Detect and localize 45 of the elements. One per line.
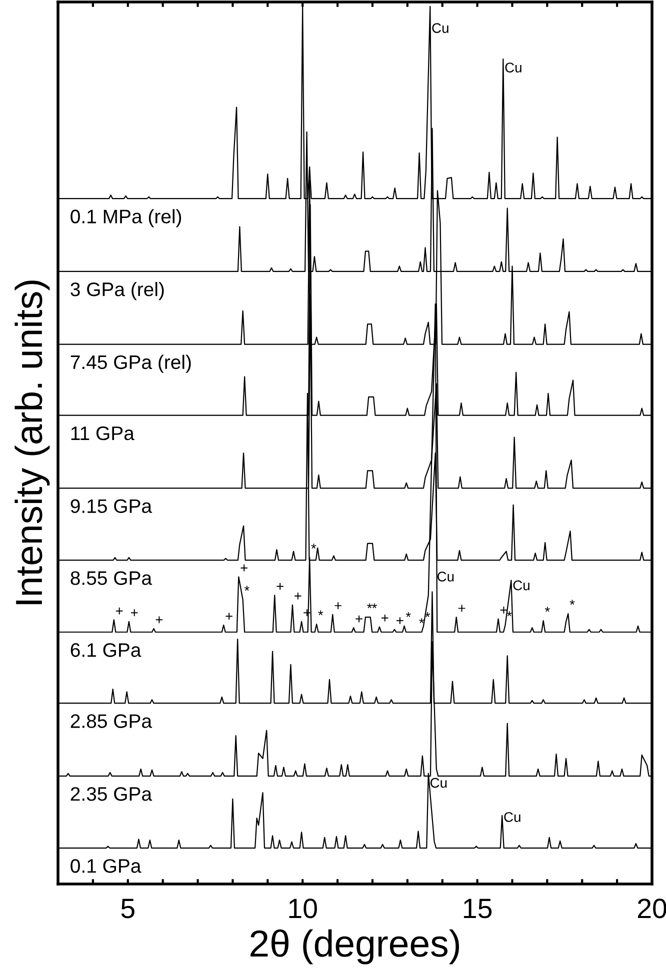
x-tick-label: 5 — [121, 898, 134, 918]
annotation: + — [294, 592, 302, 600]
annotation: * — [570, 600, 575, 605]
annotation: * — [506, 611, 512, 616]
x-axis-title: 2θ (degrees) — [250, 929, 459, 964]
annotation: * — [311, 544, 316, 549]
annotation: Cu — [513, 580, 530, 590]
annotation: + — [334, 602, 342, 610]
annotation: + — [240, 564, 248, 572]
annotation: + — [156, 616, 163, 624]
annotation: * — [244, 586, 250, 591]
annotation: + — [131, 609, 138, 616]
series-label: 11 GPa — [71, 426, 134, 440]
annotation: Cu — [505, 62, 522, 72]
annotation: * — [367, 603, 372, 608]
annotation: Cu — [430, 778, 447, 788]
annotation: * — [318, 610, 324, 616]
annotation: + — [356, 615, 362, 622]
annotation: Cu — [437, 572, 454, 582]
annotation: Cu — [432, 23, 448, 33]
annotation: * — [419, 618, 424, 624]
series-label: 3 GPa (rel) — [70, 282, 164, 300]
annotation: + — [458, 604, 466, 612]
series-label: 6.1 GPa — [70, 643, 142, 657]
series-label: 0.1 GPa — [70, 859, 142, 873]
annotation: * — [406, 612, 411, 618]
annotation: * — [372, 603, 377, 608]
annotation: + — [500, 606, 508, 614]
annotation: + — [276, 582, 284, 590]
annotation: + — [382, 614, 388, 622]
series-label: 2.85 GPa — [70, 714, 152, 728]
series-label: 8.55 GPa — [70, 571, 152, 585]
x-tick-label: 10 — [289, 898, 317, 918]
annotation: * — [544, 606, 550, 612]
annotation: + — [226, 612, 232, 620]
x-tick-label: 20 — [638, 898, 666, 918]
series-label: 7.45 GPa (rel) — [70, 354, 191, 373]
series-label: 9.15 GPa — [70, 499, 152, 514]
series-label: 0.1 MPa (rel) — [70, 209, 182, 228]
annotation: + — [116, 608, 123, 614]
series-label: 2.35 GPa — [70, 787, 152, 801]
y-axis-title: Intensity (arb. units) — [14, 280, 50, 604]
annotation: + — [396, 617, 404, 624]
x-tick-label: 15 — [464, 898, 492, 918]
annotation: Cu — [504, 812, 520, 822]
